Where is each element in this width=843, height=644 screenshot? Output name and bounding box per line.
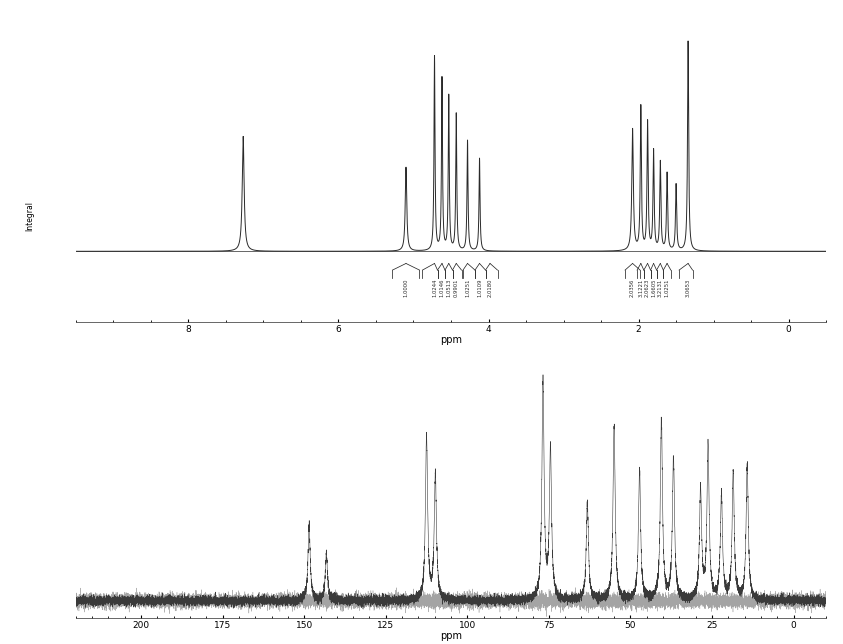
Text: 1.0000: 1.0000 — [404, 279, 409, 298]
Text: 3.0653: 3.0653 — [685, 279, 690, 297]
Text: 1.0251: 1.0251 — [465, 279, 470, 298]
X-axis label: ppm: ppm — [440, 335, 462, 345]
Text: 1.0146: 1.0146 — [439, 279, 444, 298]
Text: 1.0109: 1.0109 — [477, 279, 482, 298]
Text: Integral: Integral — [25, 201, 35, 231]
Text: 3.1221: 3.1221 — [638, 279, 643, 298]
Text: 1.0513: 1.0513 — [446, 279, 451, 298]
Text: 3.2131: 3.2131 — [658, 279, 663, 297]
Text: 2.0623: 2.0623 — [645, 279, 650, 298]
Text: 2.0180: 2.0180 — [487, 279, 492, 298]
Text: 1.0251: 1.0251 — [664, 279, 669, 298]
Text: 0.9901: 0.9901 — [454, 279, 459, 298]
Text: 2.0356: 2.0356 — [630, 279, 635, 298]
Text: 1.6605: 1.6605 — [651, 279, 656, 298]
X-axis label: ppm: ppm — [440, 631, 462, 641]
Text: 1.0244: 1.0244 — [432, 279, 437, 298]
